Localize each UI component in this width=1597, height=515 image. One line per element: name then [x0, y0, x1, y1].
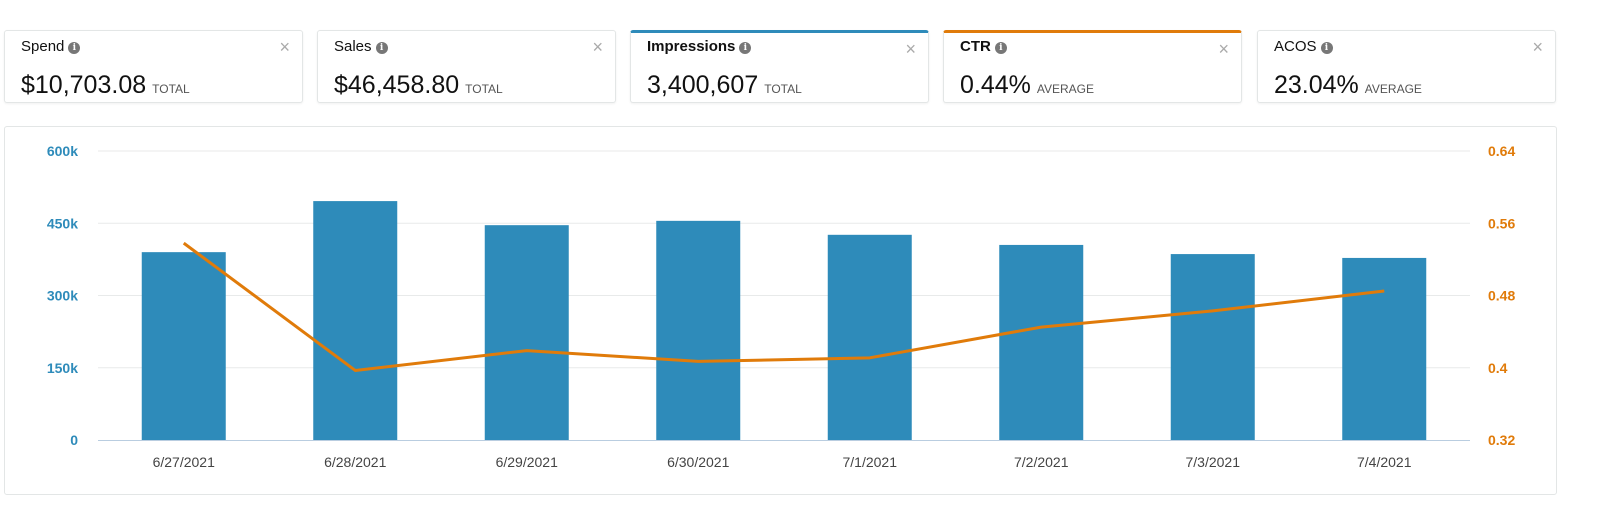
bar-impressions: [1342, 257, 1427, 440]
metric-card-sales[interactable]: Sales i × $46,458.80 TOTAL: [317, 30, 616, 103]
bar-impressions: [1170, 254, 1255, 440]
right-tick-label: 0.64: [1488, 143, 1515, 159]
metric-value: $10,703.08 TOTAL: [21, 71, 190, 100]
metric-value-text: 3,400,607: [647, 71, 759, 99]
right-tick-label: 0.56: [1488, 215, 1515, 231]
metric-card-spend[interactable]: Spend i × $10,703.08 TOTAL: [4, 30, 303, 103]
bar-impressions: [999, 244, 1084, 440]
metric-value: 0.44% AVERAGE: [960, 71, 1094, 100]
info-icon[interactable]: i: [1320, 42, 1333, 54]
metric-aggregation: TOTAL: [152, 82, 190, 96]
info-icon[interactable]: i: [739, 42, 752, 54]
close-icon[interactable]: ×: [279, 37, 290, 57]
metric-label-text: ACOS: [1274, 38, 1317, 55]
metric-card-ctr[interactable]: CTR i × 0.44% AVERAGE: [943, 30, 1242, 103]
x-tick-label: 6/27/2021: [153, 454, 215, 470]
chart-panel: [4, 126, 1557, 495]
info-icon[interactable]: i: [375, 42, 388, 54]
bar-impressions: [827, 234, 912, 440]
metric-aggregation: AVERAGE: [1364, 82, 1422, 96]
left-tick-label: 450k: [47, 215, 78, 231]
bar-impressions: [484, 225, 569, 440]
bar-impressions: [656, 220, 741, 440]
x-tick-label: 6/28/2021: [324, 454, 386, 470]
metric-label-text: Sales: [334, 38, 372, 55]
close-icon[interactable]: ×: [1532, 37, 1543, 57]
right-tick-label: 0.32: [1488, 432, 1515, 448]
x-tick-label: 7/1/2021: [843, 454, 898, 470]
left-tick-label: 0: [70, 432, 78, 448]
metric-value-text: 23.04%: [1274, 71, 1359, 99]
metric-label: ACOS i: [1274, 38, 1333, 55]
x-tick-label: 7/2/2021: [1014, 454, 1069, 470]
right-tick-label: 0.4: [1488, 360, 1508, 376]
x-tick-label: 7/4/2021: [1357, 454, 1412, 470]
line-ctr: [182, 241, 1385, 372]
metric-label: Sales i: [334, 38, 388, 55]
info-icon[interactable]: i: [994, 42, 1007, 54]
metric-aggregation: TOTAL: [764, 82, 802, 96]
metric-value-text: $10,703.08: [21, 71, 147, 99]
metric-value: 3,400,607 TOTAL: [647, 71, 802, 100]
metric-value-text: $46,458.80: [334, 71, 460, 99]
metric-label: Spend i: [21, 38, 81, 55]
left-tick-label: 300k: [47, 288, 78, 304]
close-icon[interactable]: ×: [592, 37, 603, 57]
metric-aggregation: TOTAL: [465, 82, 503, 96]
metric-label: Impressions i: [647, 38, 752, 55]
bar-impressions: [141, 252, 226, 440]
metric-aggregation: AVERAGE: [1036, 82, 1095, 96]
left-tick-label: 150k: [47, 360, 78, 376]
metric-label-text: Spend: [21, 38, 65, 55]
metric-value: 23.04% AVERAGE: [1274, 71, 1422, 100]
right-tick-label: 0.48: [1488, 288, 1515, 304]
close-icon[interactable]: ×: [1218, 39, 1229, 59]
metric-label: CTR i: [960, 38, 1007, 55]
info-icon[interactable]: i: [68, 42, 81, 54]
x-tick-label: 6/30/2021: [667, 454, 729, 470]
metric-card-acos[interactable]: ACOS i × 23.04% AVERAGE: [1257, 30, 1556, 103]
close-icon[interactable]: ×: [905, 39, 916, 59]
metric-value: $46,458.80 TOTAL: [334, 71, 503, 100]
metric-value-text: 0.44%: [960, 71, 1031, 99]
metric-card-impressions[interactable]: Impressions i × 3,400,607 TOTAL: [630, 30, 929, 103]
left-tick-label: 600k: [47, 143, 78, 159]
x-tick-label: 7/3/2021: [1186, 454, 1241, 470]
metric-label-text: Impressions: [647, 38, 736, 55]
bar-impressions: [313, 201, 398, 440]
metric-label-text: CTR: [960, 38, 991, 55]
x-tick-label: 6/29/2021: [496, 454, 558, 470]
